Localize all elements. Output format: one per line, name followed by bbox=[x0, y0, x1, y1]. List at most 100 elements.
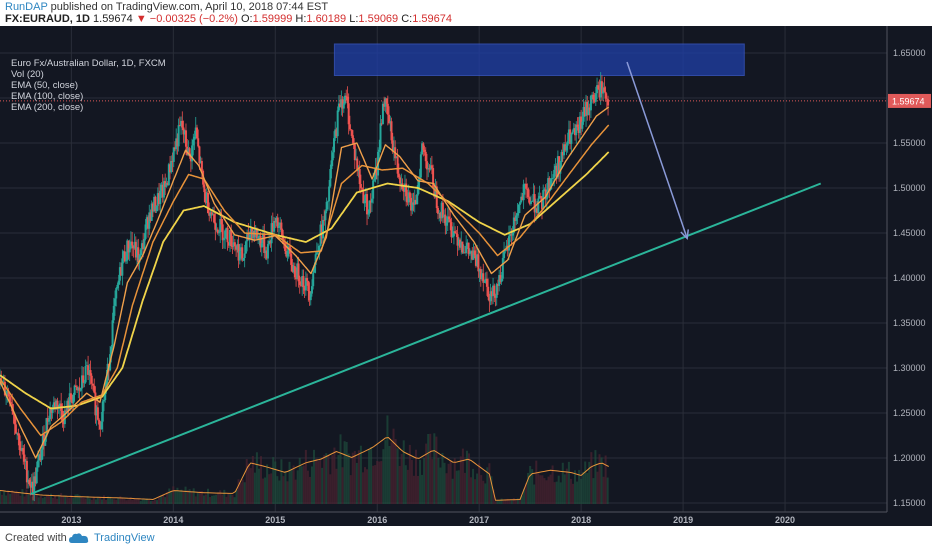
change-text: −0.00325 (−0.2%) bbox=[149, 13, 238, 25]
candle-body bbox=[375, 167, 378, 176]
volume-bar bbox=[278, 480, 281, 504]
candle-body bbox=[29, 484, 32, 488]
volume-bar bbox=[123, 499, 126, 504]
volume-bar bbox=[386, 415, 389, 504]
candle-body bbox=[429, 165, 432, 170]
candle-body bbox=[91, 383, 94, 386]
candle-body bbox=[220, 218, 223, 225]
volume-bar bbox=[115, 499, 118, 504]
x-tick-label: 2014 bbox=[163, 515, 183, 525]
volume-bar bbox=[574, 470, 577, 504]
volume-bar bbox=[13, 492, 16, 504]
candle-body bbox=[90, 375, 93, 384]
candle-body bbox=[577, 126, 580, 133]
candle-body bbox=[276, 217, 279, 228]
volume-bar bbox=[478, 463, 481, 504]
volume-bar bbox=[563, 474, 566, 504]
volume-bar bbox=[508, 500, 511, 504]
volume-bar bbox=[325, 453, 328, 504]
volume-bar bbox=[355, 462, 358, 504]
candle-body bbox=[83, 382, 86, 384]
author-link[interactable]: RunDAP bbox=[5, 1, 48, 13]
candle-body bbox=[74, 385, 77, 387]
candle-body bbox=[425, 161, 428, 170]
volume-bar bbox=[206, 488, 209, 504]
candle-body bbox=[84, 366, 87, 383]
candle-body bbox=[559, 162, 562, 174]
candle-body bbox=[446, 216, 449, 223]
volume-bar bbox=[149, 500, 152, 504]
candle-body bbox=[350, 129, 353, 131]
x-tick-label: 2016 bbox=[367, 515, 387, 525]
candle-body bbox=[408, 192, 411, 198]
candle-body bbox=[114, 298, 117, 306]
candle-body bbox=[34, 476, 37, 484]
candle-body bbox=[359, 184, 362, 189]
volume-bar bbox=[76, 494, 79, 504]
volume-bar bbox=[215, 494, 218, 504]
candle-body bbox=[132, 245, 135, 249]
low-value: 1.59069 bbox=[358, 13, 399, 25]
candle-body bbox=[46, 418, 49, 422]
candle-body bbox=[448, 216, 451, 220]
candle-body bbox=[381, 103, 384, 125]
volume-bar bbox=[417, 475, 420, 504]
volume-bar bbox=[333, 447, 336, 504]
candle-body bbox=[428, 168, 431, 170]
volume-bar bbox=[490, 476, 493, 504]
candle-body bbox=[295, 277, 298, 280]
volume-bar bbox=[156, 500, 159, 504]
volume-bar bbox=[102, 495, 105, 504]
candle-body bbox=[400, 183, 403, 185]
projection-arrow[interactable] bbox=[626, 61, 688, 239]
volume-bar bbox=[351, 452, 354, 504]
price-chart-svg[interactable]: 1.650001.600001.550001.500001.450001.400… bbox=[0, 26, 932, 526]
volume-bar bbox=[107, 496, 110, 504]
candle-body bbox=[167, 164, 170, 185]
ema50-line[interactable] bbox=[0, 106, 610, 459]
candle-body bbox=[192, 139, 195, 146]
candle-body bbox=[175, 138, 178, 150]
legend-ema100[interactable]: EMA (100, close) bbox=[11, 91, 84, 102]
candle-body bbox=[55, 400, 58, 410]
candle-body bbox=[3, 381, 6, 396]
resistance-zone[interactable] bbox=[333, 43, 745, 76]
candle-body bbox=[155, 205, 158, 211]
legend-ema50[interactable]: EMA (50, close) bbox=[11, 80, 79, 91]
candle-body bbox=[589, 95, 592, 111]
candle-body bbox=[188, 148, 191, 157]
candle-body bbox=[379, 123, 382, 150]
candle-body bbox=[485, 278, 488, 287]
volume-bar bbox=[402, 440, 405, 504]
volume-bar bbox=[584, 461, 587, 504]
candle-body bbox=[596, 85, 599, 94]
candle-body bbox=[8, 396, 11, 403]
volume-bar bbox=[82, 497, 85, 504]
candle-body bbox=[21, 448, 24, 451]
candle-body bbox=[605, 98, 608, 100]
candle-body bbox=[558, 156, 561, 174]
candle-body bbox=[423, 149, 426, 152]
legend-vol[interactable]: Vol (20) bbox=[11, 69, 44, 80]
candle-body bbox=[44, 436, 47, 446]
candle-body bbox=[457, 239, 460, 246]
candle-body bbox=[62, 420, 65, 425]
candle-body bbox=[308, 291, 311, 301]
support-trendline[interactable] bbox=[30, 182, 822, 495]
legend-ema200[interactable]: EMA (200, close) bbox=[11, 102, 84, 113]
volume-bar bbox=[567, 461, 570, 504]
candle-body bbox=[324, 211, 327, 221]
chart-area[interactable]: 1.650001.600001.550001.500001.450001.400… bbox=[0, 26, 932, 526]
candle-body bbox=[277, 225, 280, 228]
candle-body bbox=[585, 101, 588, 117]
candle-body bbox=[454, 231, 457, 234]
tradingview-brand[interactable]: TradingView bbox=[94, 532, 155, 544]
candle-body bbox=[40, 449, 43, 461]
candle-body bbox=[166, 183, 169, 185]
volume-bar bbox=[86, 495, 89, 504]
volume-bar bbox=[66, 496, 69, 504]
candle-body bbox=[102, 399, 105, 402]
candle-body bbox=[607, 99, 610, 106]
candle-body bbox=[246, 233, 249, 242]
candle-body bbox=[490, 291, 493, 297]
